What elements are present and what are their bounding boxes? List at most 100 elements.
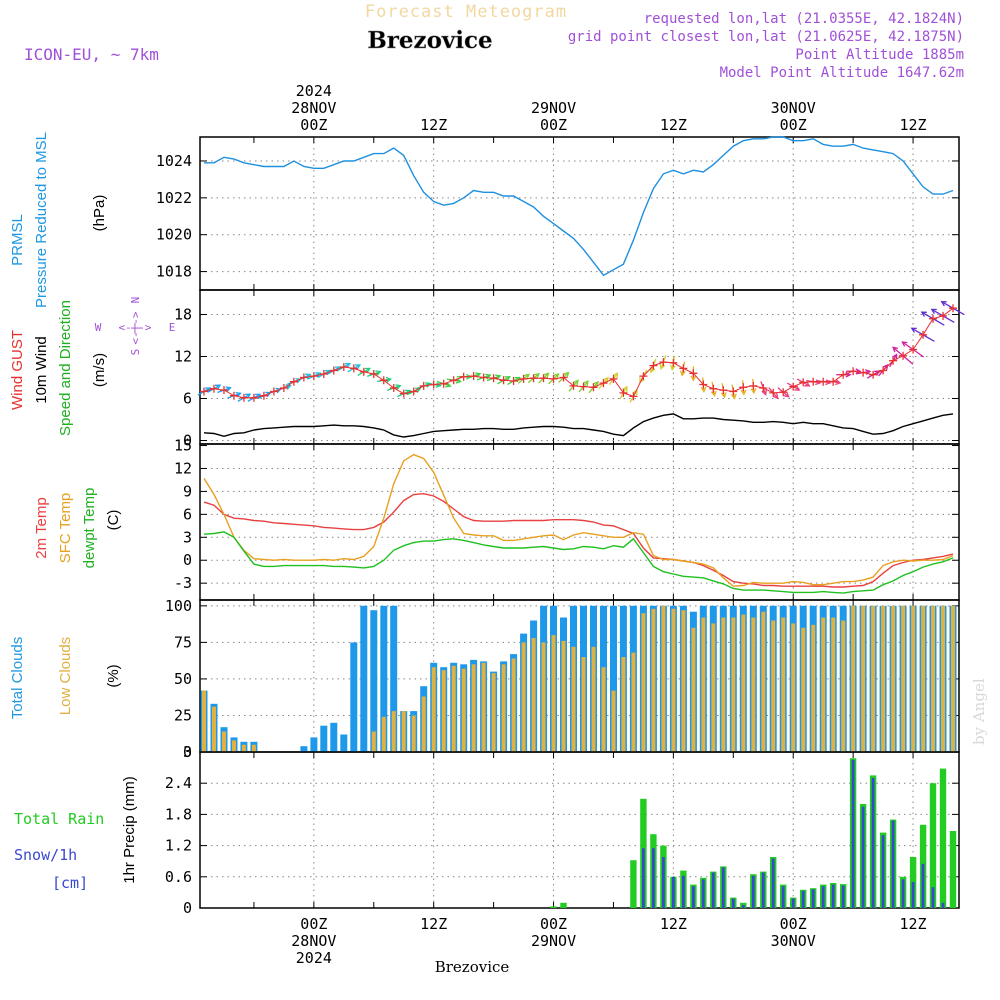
gust-marker	[689, 369, 698, 378]
compass-rose: W E <-|-><-|-> N S	[95, 297, 176, 356]
time-label-bottom: 12Z	[420, 915, 447, 933]
total-cloud-bar	[610, 605, 617, 752]
wind-arrow-head	[523, 373, 530, 380]
low-cloud-bar	[441, 670, 446, 752]
wind-arrow-head	[710, 390, 717, 397]
low-cloud-bar	[571, 646, 576, 752]
gust-marker	[839, 370, 848, 379]
gust-marker	[289, 377, 298, 386]
temperature-panel: -3 0 3 6 9 12 15 2m Temp SFC Temp dewpt Temp (C)	[33, 437, 960, 601]
gust-marker	[899, 351, 908, 360]
total-cloud-bar	[340, 734, 348, 752]
y-tick-label: 0	[183, 432, 192, 450]
compass-north: N	[129, 297, 142, 304]
gust-marker	[909, 345, 918, 354]
time-label-bottom: 00Z	[300, 915, 327, 933]
low-cloud-bar	[621, 657, 626, 752]
gust-marker	[459, 372, 468, 381]
low-cloud-bar	[751, 617, 756, 752]
model-label: ICON-EU, ~ 7km	[24, 45, 159, 64]
snow-bar	[711, 872, 715, 908]
gust-marker	[209, 384, 218, 393]
total-clouds-label: Total Clouds	[9, 637, 26, 720]
snow-bar	[861, 806, 865, 908]
wind-arrow-head	[835, 379, 842, 386]
low-cloud-bar	[911, 605, 916, 752]
gust-marker	[509, 377, 518, 385]
wind-arrow-head	[385, 376, 393, 383]
y-tick-label: 15	[174, 437, 192, 455]
low-cloud-bar	[921, 605, 926, 752]
wind-arrow-head	[504, 376, 511, 382]
low-cloud-bar	[861, 605, 866, 752]
y-tick-label: 2.4	[165, 774, 192, 792]
time-label-top: 2024	[296, 82, 332, 100]
low-cloud-bar	[251, 744, 256, 752]
gust-marker	[389, 384, 398, 392]
wind-arrow-head	[244, 393, 252, 399]
gust-marker	[359, 367, 368, 376]
snow-bar	[911, 882, 915, 908]
requested-coords: requested lon,lat (21.0355E, 42.1824N)	[644, 11, 964, 27]
point-altitude: Point Altitude 1885m	[795, 47, 964, 63]
wind-arrow-head	[855, 368, 862, 375]
gust-marker	[259, 391, 268, 400]
gust-marker	[819, 377, 828, 386]
snow-bar	[851, 759, 855, 908]
gust-marker	[579, 382, 588, 391]
low-cloud-bar	[491, 673, 496, 752]
gust-marker	[929, 314, 938, 323]
wind-arrow-head	[940, 301, 947, 307]
time-label-bottom: 12Z	[900, 915, 927, 933]
gust-marker	[679, 364, 688, 373]
y-tick-label: 3	[183, 528, 192, 546]
wind-arrow-head	[495, 374, 502, 381]
gust-marker	[869, 370, 878, 379]
gust-marker	[539, 374, 548, 383]
rain-bar	[939, 768, 947, 908]
wind-arrow-head	[435, 382, 442, 388]
low-cloud-bar	[801, 627, 806, 752]
y-tick-label: 1022	[156, 189, 192, 207]
wind-arrow-head	[772, 393, 779, 400]
wind-arrow-head	[395, 384, 402, 390]
temp-series-label: dewpt Temp	[81, 488, 98, 569]
wind-arrow-head	[659, 363, 666, 370]
low-cloud-bar	[471, 664, 476, 752]
low-cloud-bar	[691, 627, 696, 752]
snow-unit-label: [cm]	[52, 874, 88, 892]
snow-bar	[811, 889, 815, 908]
snow-bar	[841, 885, 845, 908]
wind-arrow-head	[804, 381, 811, 387]
low-cloud-bar	[232, 740, 236, 752]
time-label-top: 12Z	[420, 116, 447, 134]
gust-marker	[549, 374, 558, 383]
location-title: Brezovice	[367, 27, 492, 54]
wind-arrow-head	[750, 388, 757, 395]
gust-marker	[809, 377, 818, 386]
compass-east: E	[169, 321, 176, 334]
gust-marker	[709, 384, 718, 393]
low-cloud-bar	[541, 642, 546, 752]
low-cloud-bar	[761, 611, 766, 752]
temp-series-label: SFC Temp	[57, 493, 74, 564]
low-cloud-bar	[661, 605, 666, 752]
temp-line-1	[203, 453, 954, 587]
gust-marker	[749, 381, 758, 390]
pressure-line	[204, 136, 954, 277]
gust-marker	[879, 366, 888, 375]
wind-arrow-head	[364, 367, 371, 374]
y-tick-label: 1024	[156, 152, 192, 170]
low-cloud-bar	[521, 642, 526, 752]
low-cloud-bar	[481, 662, 486, 752]
total-cloud-bar	[380, 605, 388, 752]
pressure-label-long: Pressure Reduced to MSL	[33, 132, 50, 308]
snow-bar	[662, 857, 665, 908]
snow-bar	[791, 898, 795, 908]
low-cloud-bar	[501, 664, 506, 752]
wind-arrow-head	[882, 364, 889, 371]
snow-bar	[652, 848, 655, 908]
y-tick-label: 50	[174, 670, 192, 688]
low-cloud-bar	[591, 646, 596, 752]
wind-gust-label: Wind GUST	[9, 330, 26, 410]
